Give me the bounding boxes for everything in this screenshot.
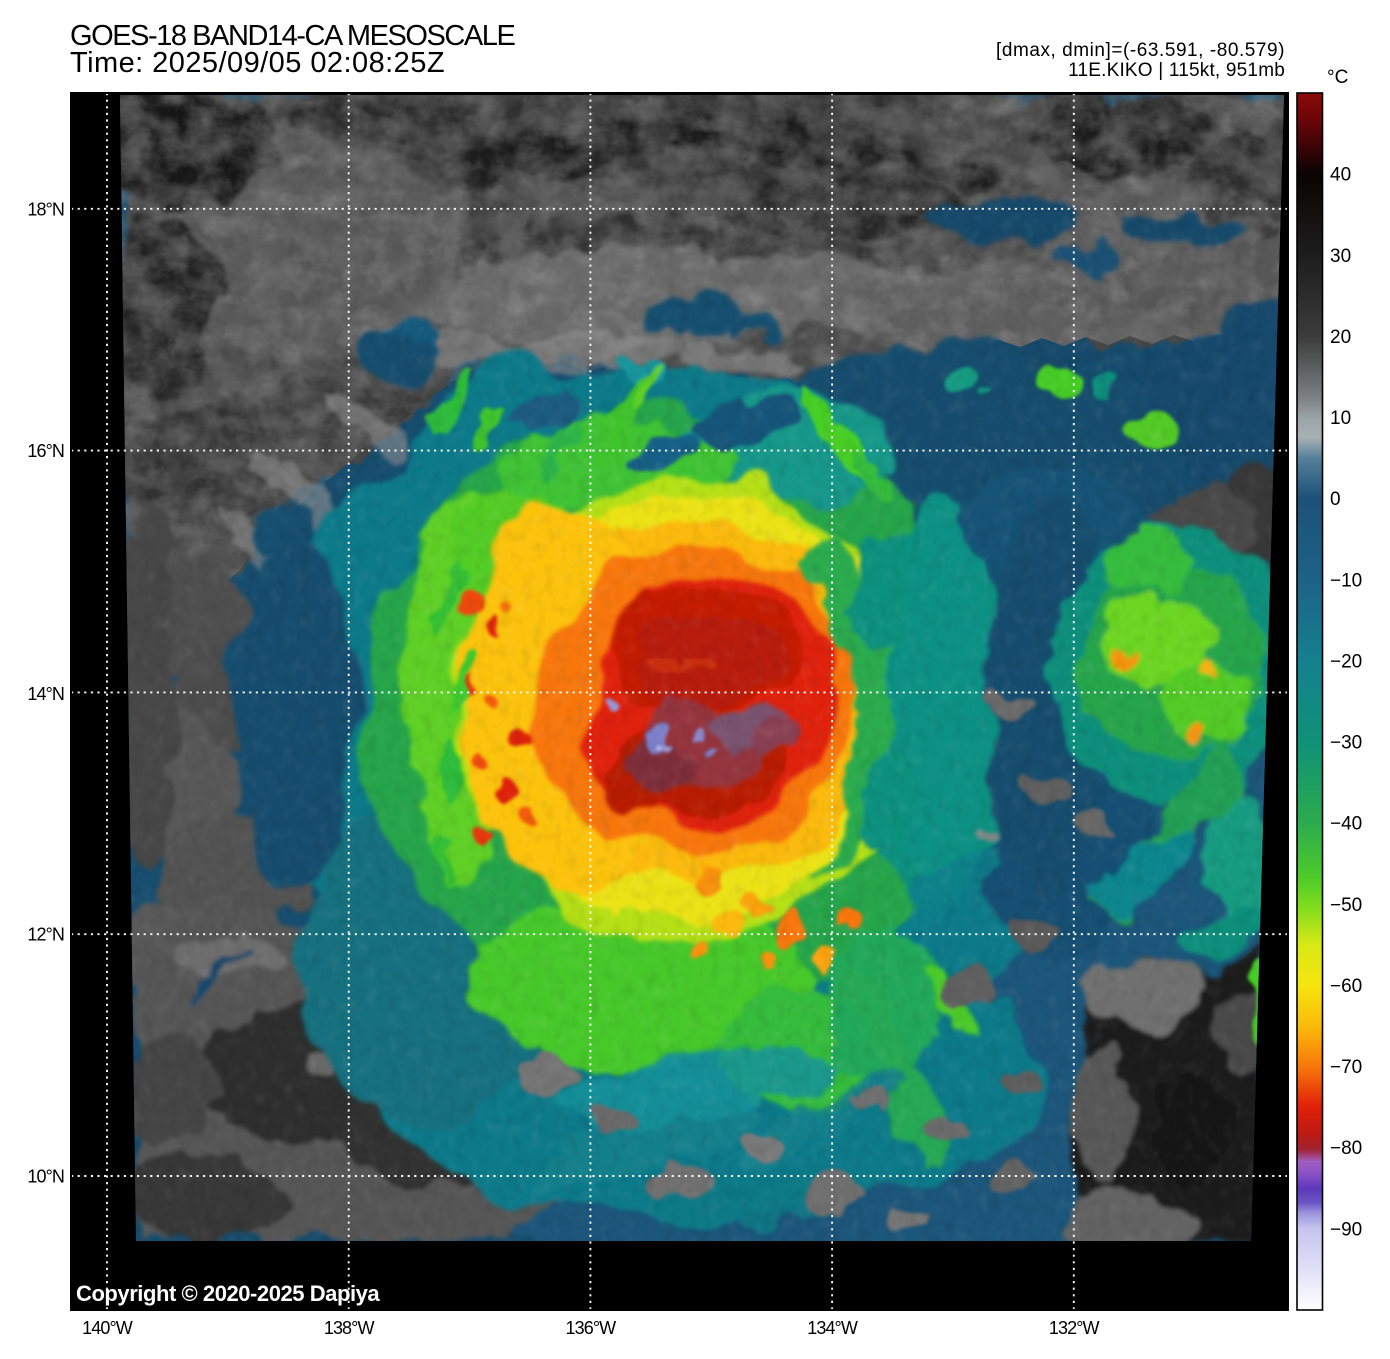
svg-text:138°W: 138°W <box>324 1318 375 1338</box>
svg-text:132°W: 132°W <box>1049 1318 1100 1338</box>
svg-text:−30: −30 <box>1330 733 1362 754</box>
svg-text:12°N: 12°N <box>27 925 64 945</box>
svg-text:30: 30 <box>1330 246 1351 267</box>
svg-text:−70: −70 <box>1330 1057 1362 1078</box>
svg-text:134°W: 134°W <box>807 1318 858 1338</box>
svg-text:GOES-18 BAND14-CA MESOSCALE: GOES-18 BAND14-CA MESOSCALE <box>70 20 515 52</box>
svg-text:20: 20 <box>1330 327 1351 348</box>
svg-text:10: 10 <box>1330 408 1351 429</box>
svg-text:Time: 2025/09/05 02:08:25Z: Time: 2025/09/05 02:08:25Z <box>70 47 445 79</box>
svg-text:10°N: 10°N <box>27 1167 64 1187</box>
svg-text:−60: −60 <box>1330 976 1362 997</box>
svg-text:°C: °C <box>1327 67 1348 88</box>
svg-text:11E.KIKO | 115kt, 951mb: 11E.KIKO | 115kt, 951mb <box>1068 60 1285 81</box>
svg-text:−50: −50 <box>1330 895 1362 916</box>
svg-text:−40: −40 <box>1330 814 1362 835</box>
svg-text:140°W: 140°W <box>82 1318 133 1338</box>
svg-text:14°N: 14°N <box>27 684 64 704</box>
svg-text:136°W: 136°W <box>566 1318 617 1338</box>
svg-text:−80: −80 <box>1330 1138 1362 1159</box>
svg-text:Copyright © 2020-2025 Dapiya: Copyright © 2020-2025 Dapiya <box>76 1281 380 1306</box>
svg-text:[dmax, dmin]=(-63.591, -80.579: [dmax, dmin]=(-63.591, -80.579) <box>996 40 1285 61</box>
svg-text:40: 40 <box>1330 165 1351 186</box>
svg-text:−90: −90 <box>1330 1219 1362 1240</box>
svg-text:0: 0 <box>1330 489 1341 510</box>
svg-text:−10: −10 <box>1330 570 1362 591</box>
svg-text:−20: −20 <box>1330 651 1362 672</box>
svg-text:18°N: 18°N <box>27 199 64 219</box>
svg-text:16°N: 16°N <box>27 441 64 461</box>
